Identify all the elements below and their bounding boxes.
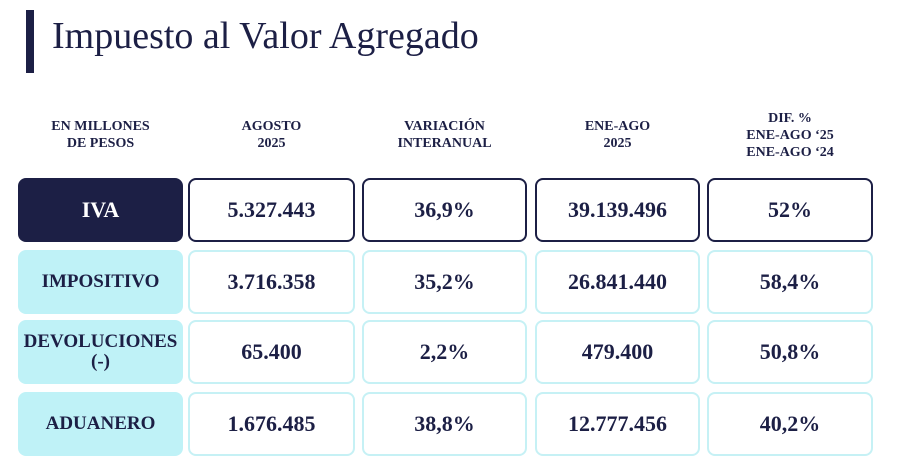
text-line: 65.400	[241, 339, 302, 364]
cell: 3.716.358	[188, 250, 355, 314]
cell: 36,9%	[362, 178, 527, 242]
text-line: 2025	[603, 136, 632, 151]
text-line: 479.400	[581, 339, 654, 364]
text-line: ENE-AGO ‘24	[746, 144, 834, 160]
text-line: 39.139.496	[568, 197, 667, 222]
row-label: DEVOLUCIONES (-)	[18, 320, 183, 384]
text-line: 5.327.443	[227, 197, 316, 222]
cell: 52%	[707, 178, 873, 242]
text-line: 36,9%	[414, 197, 475, 222]
text-line: DIF. %	[768, 110, 812, 126]
cell: 38,8%	[362, 392, 527, 456]
cell: 5.327.443	[188, 178, 355, 242]
cell: 479.400	[535, 320, 700, 384]
column-header: AGOSTO 2025	[188, 100, 355, 170]
title: Impuesto al Valor Agregado	[52, 15, 479, 57]
text-line: ENE-AGO	[584, 119, 651, 134]
text-line: ENE-AGO ‘25	[746, 127, 834, 143]
cell: 2,2%	[362, 320, 527, 384]
column-header: EN MILLONES DE PESOS	[18, 100, 183, 170]
text-line: IVA	[81, 197, 120, 222]
text-line: ADUANERO	[45, 413, 156, 434]
cell: 50,8%	[707, 320, 873, 384]
text-line: 2025	[257, 136, 286, 151]
row-label: IVA	[18, 178, 183, 242]
title-accent	[26, 10, 34, 73]
row-label: IMPOSITIVO	[18, 250, 183, 314]
text-line: AGOSTO	[241, 119, 302, 134]
cell: 12.777.456	[535, 392, 700, 456]
text-line: IMPOSITIVO	[41, 271, 160, 292]
cell: 58,4%	[707, 250, 873, 314]
column-header: ENE-AGO 2025	[535, 100, 700, 170]
column-header: DIF. % ENE-AGO ‘25 ENE-AGO ‘24	[707, 100, 873, 170]
text-line: VARIACIÓN	[404, 119, 485, 134]
text-line: 35,2%	[414, 269, 475, 294]
cell: 39.139.496	[535, 178, 700, 242]
cell: 40,2%	[707, 392, 873, 456]
text-line: 52%	[768, 197, 812, 222]
text-line: 26.841.440	[568, 269, 667, 294]
column-header: VARIACIÓN INTERANUAL	[362, 100, 527, 170]
row-label: ADUANERO	[18, 392, 183, 456]
cell: 35,2%	[362, 250, 527, 314]
text-line: 3.716.358	[227, 269, 316, 294]
text-line: 38,8%	[414, 411, 475, 436]
cell: 26.841.440	[535, 250, 700, 314]
text-line: DEVOLUCIONES	[23, 331, 178, 352]
text-line: 12.777.456	[568, 411, 667, 436]
text-line: (-)	[91, 351, 110, 372]
text-line: DE PESOS	[66, 136, 135, 151]
cell: 1.676.485	[188, 392, 355, 456]
text-line: 50,8%	[759, 339, 821, 364]
text-line: INTERANUAL	[397, 136, 492, 151]
cell: 65.400	[188, 320, 355, 384]
text-line: 40,2%	[759, 411, 821, 436]
text-line: 58,4%	[759, 269, 821, 294]
text-line: 2,2%	[419, 339, 470, 364]
text-line: EN MILLONES	[51, 119, 150, 134]
text-line: 1.676.485	[227, 411, 316, 436]
